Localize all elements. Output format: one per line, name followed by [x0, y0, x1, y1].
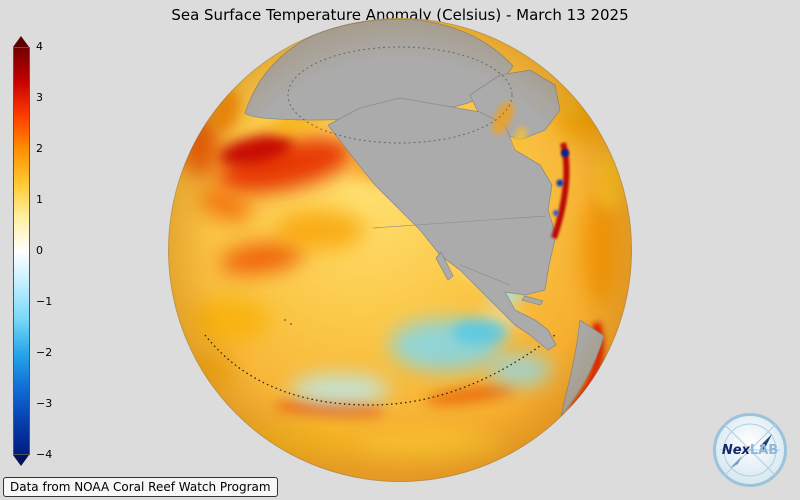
- colorbar-tick-labels: 4 3 2 1 0 −1 −2 −3 −4: [36, 41, 66, 461]
- logo-text: NexLAB: [716, 443, 784, 458]
- colorbar-arrow-bottom: [13, 455, 29, 466]
- colorbar-tick: 0: [36, 244, 43, 257]
- colorbar: [13, 36, 30, 466]
- attribution-label: Data from NOAA Coral Reef Watch Program: [3, 477, 278, 497]
- colorbar-tick: 3: [36, 91, 43, 104]
- compass-icon: [720, 423, 780, 477]
- colorbar-tick: −4: [36, 448, 53, 461]
- globe-map: [168, 18, 632, 482]
- nexlab-logo: NexLAB: [713, 413, 787, 487]
- globe-rim: [168, 18, 632, 482]
- colorbar-arrow-top: [13, 36, 29, 47]
- colorbar-tick: −3: [36, 397, 53, 410]
- colorbar-gradient: [13, 47, 30, 455]
- colorbar-tick: 2: [36, 142, 43, 155]
- colorbar-tick: −2: [36, 346, 53, 359]
- page-title: Sea Surface Temperature Anomaly (Celsius…: [171, 6, 629, 24]
- colorbar-tick: 1: [36, 193, 43, 206]
- logo-text-primary: Nex: [721, 443, 750, 458]
- logo-text-secondary: LAB: [749, 443, 779, 458]
- colorbar-tick: −1: [36, 295, 53, 308]
- globe-layers: [168, 18, 632, 482]
- globe-svg: [168, 18, 632, 482]
- limb-shading: [168, 18, 632, 482]
- colorbar-tick: 4: [36, 40, 43, 53]
